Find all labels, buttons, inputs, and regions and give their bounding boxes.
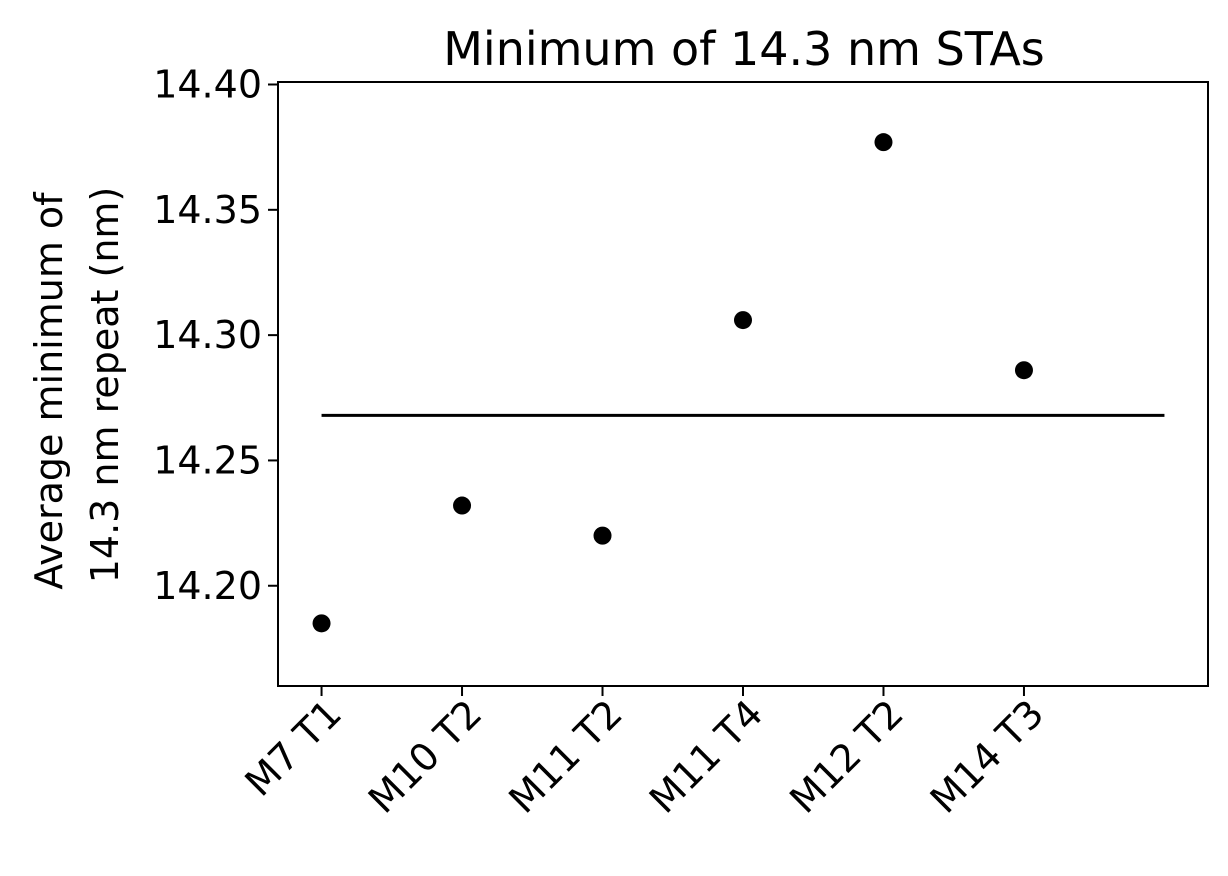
data-point [1014, 361, 1033, 380]
y-tick-label: 14.20 [153, 564, 262, 608]
data-point [312, 614, 331, 633]
y-tick-label: 14.40 [153, 63, 262, 107]
y-tick-label: 14.35 [153, 188, 262, 232]
data-point [734, 311, 752, 330]
x-tick-label: M10 T2 [360, 691, 491, 822]
y-tick-label: 14.25 [153, 438, 262, 482]
x-tick-label: M12 T2 [781, 691, 912, 822]
x-tick-label: M14 T3 [922, 691, 1053, 822]
plot-frame [277, 81, 1209, 687]
y-axis-label-line-2: 14.3 nm repeat (nm) [83, 187, 127, 584]
data-point [874, 133, 893, 152]
chart-title: Minimum of 14.3 nm STAs [443, 22, 1045, 76]
x-tick-label: M11 T4 [641, 691, 772, 822]
data-point [593, 526, 612, 545]
data-point [453, 496, 472, 515]
x-tick-label: M11 T2 [500, 691, 631, 822]
x-tick-label: M7 T1 [236, 691, 349, 804]
y-tick-label: 14.30 [153, 313, 262, 357]
y-axis-label: Average minimum of 14.3 nm repeat (nm) [27, 180, 127, 589]
y-axis-label-line-1: Average minimum of [27, 191, 71, 590]
